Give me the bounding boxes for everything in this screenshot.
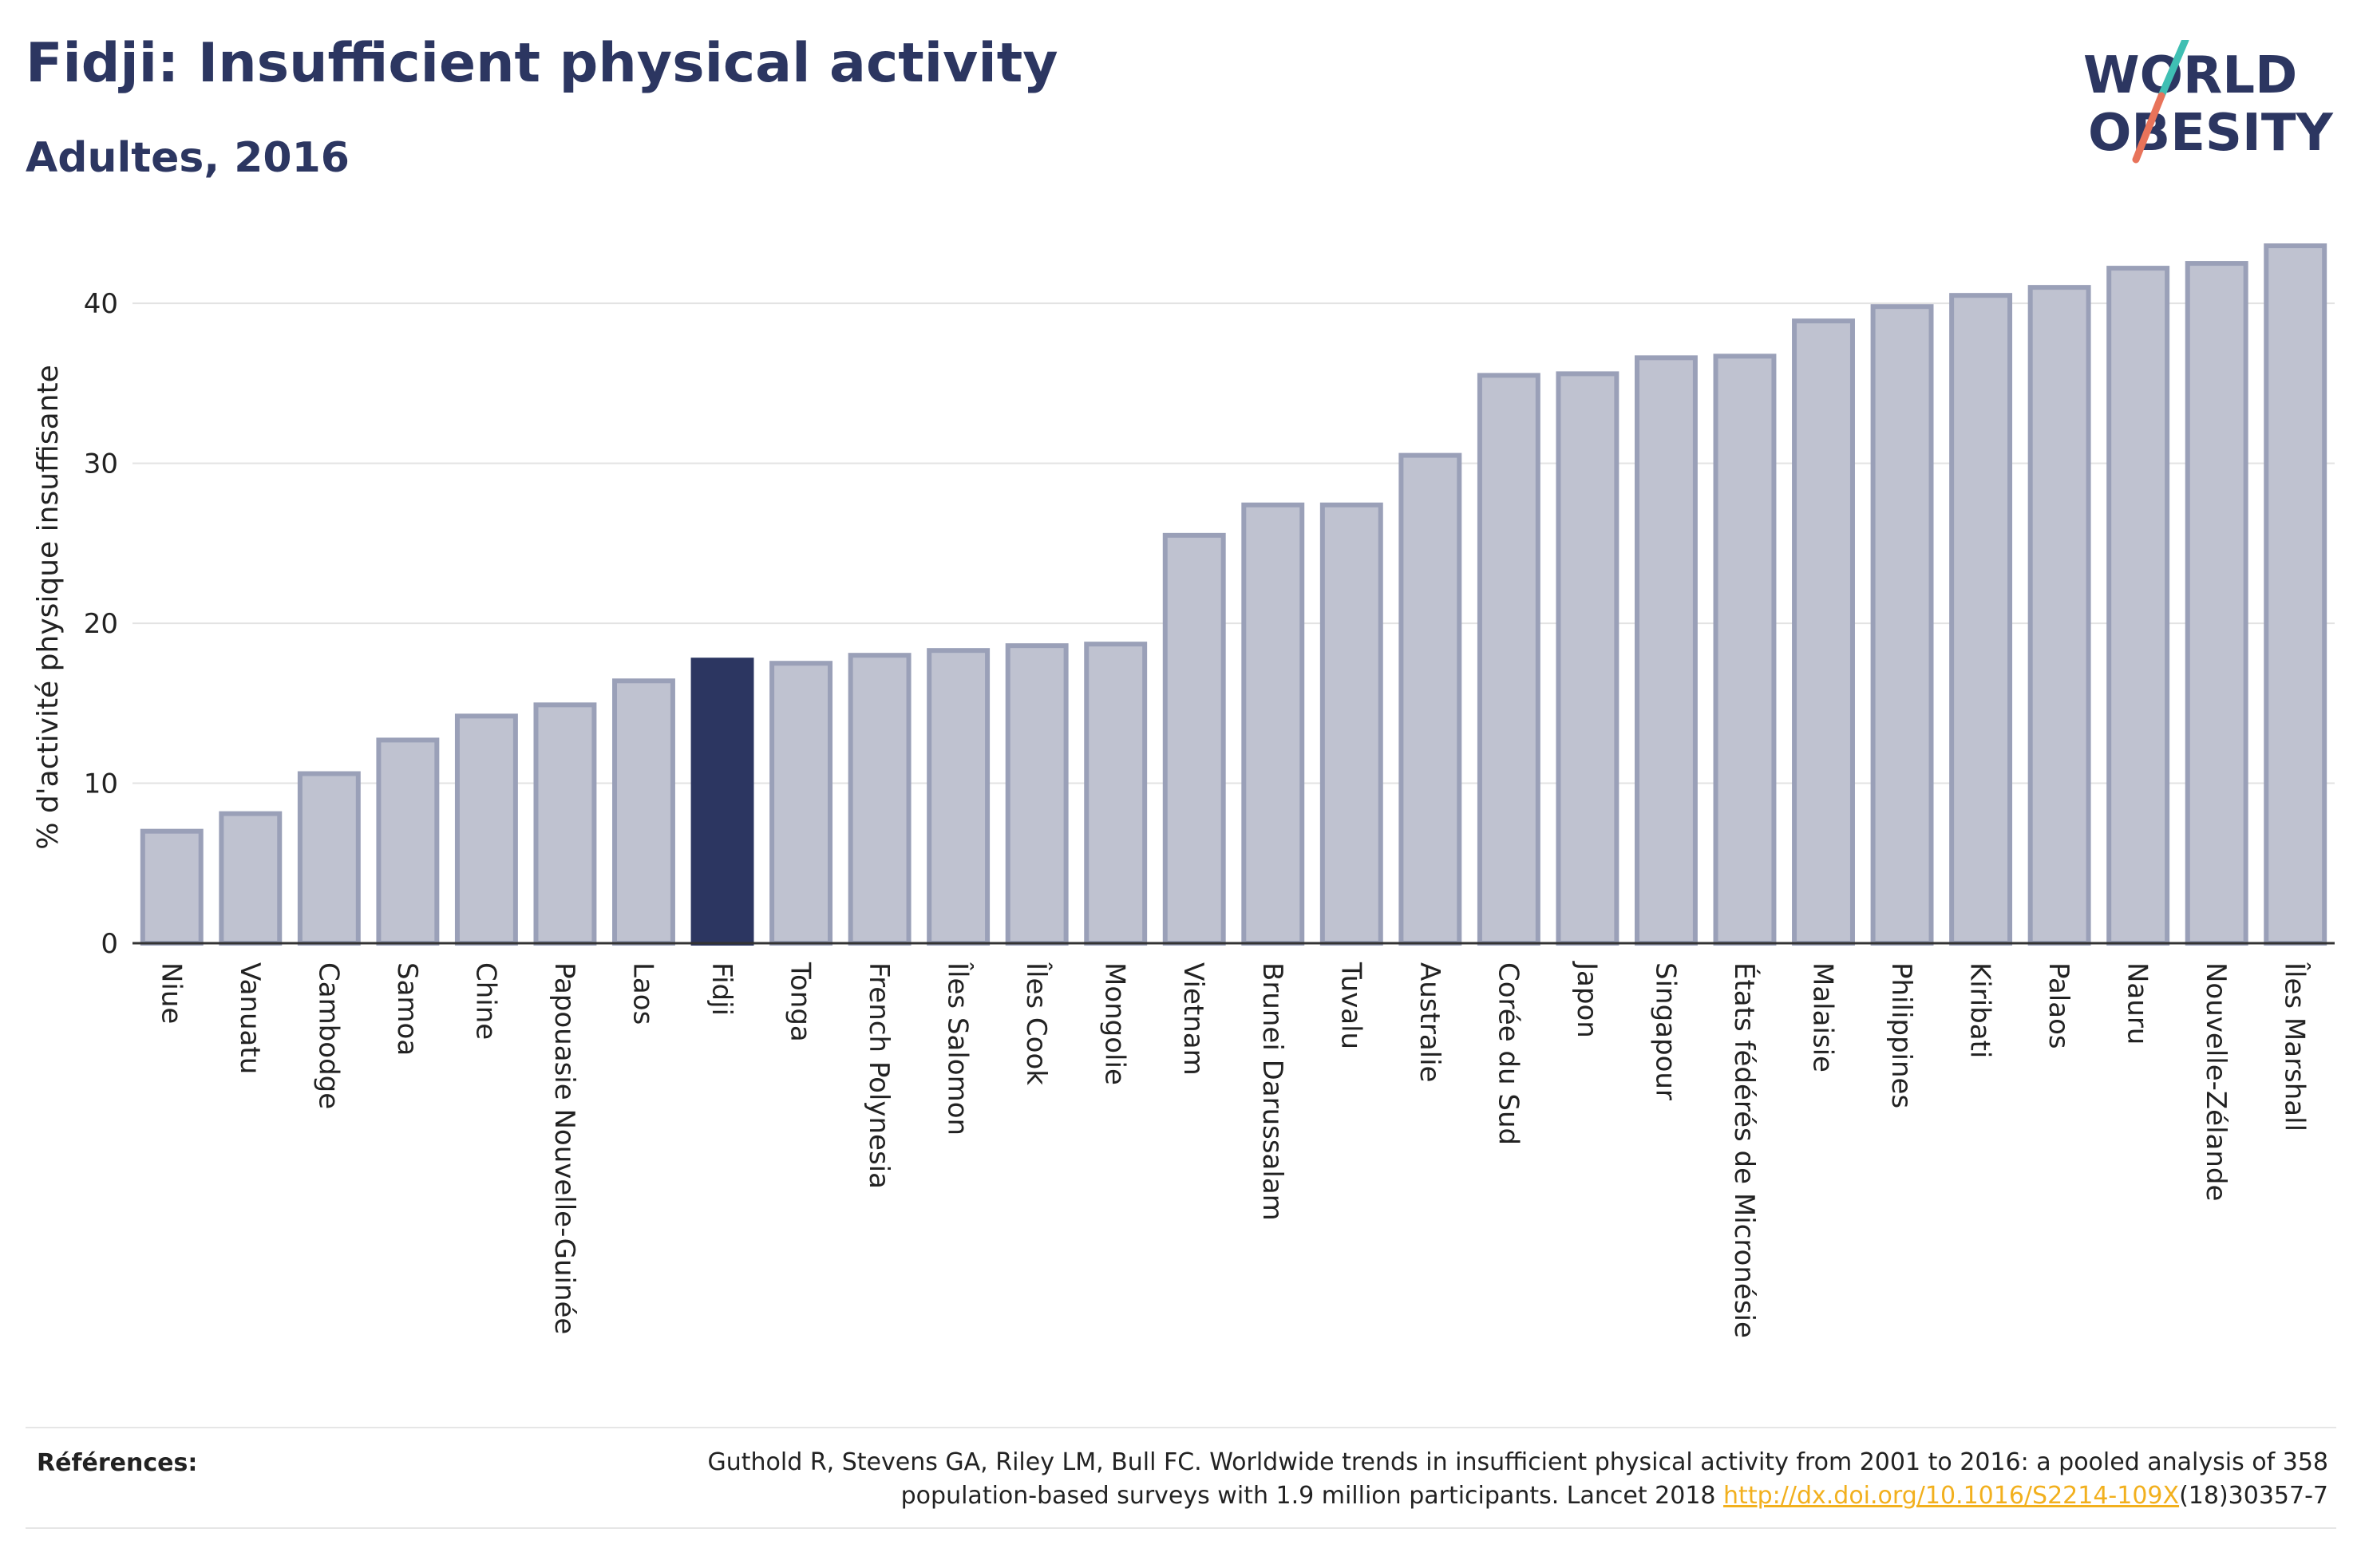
x-tick-label: Tuvalu [1335,962,1366,1049]
bar-chine [454,713,518,946]
y-tick-label: 10 [84,768,118,800]
bar-tuvalu [1319,502,1383,946]
bar-nouvelle-z-lande [2185,261,2248,946]
bar--les-marshall [2264,243,2327,946]
x-tick-label: Laos [627,962,658,1025]
bar-kiribati [1949,293,2013,946]
logo-word-obesity: OBESITY [2088,104,2333,163]
references-section: Références: Guthold R, Stevens GA, Riley… [26,1427,2336,1529]
bar-nauru [2106,266,2170,946]
references-text: Guthold R, Stevens GA, Riley LM, Bull FC… [492,1446,2328,1513]
logo-word-world: WORLD [2083,46,2297,105]
y-tick-label: 40 [84,288,118,320]
bar-vietnam [1162,532,1226,946]
bar-niue [140,828,204,946]
x-tick-label: Palaos [2043,962,2074,1049]
references-label: Références: [37,1449,198,1477]
x-tick-label: Japon [1571,961,1603,1038]
bar--les-cook [1005,643,1069,946]
bar-cor-e-du-sud [1477,373,1540,946]
reference-line-2: population-based surveys with 1.9 millio… [900,1482,1724,1510]
bar-chart: Niue Vanuatu Cambodge Samoa Chine Papouasie N… [32,243,2335,1338]
logo-slash-coral [2132,92,2165,164]
x-tick-label: Samoa [391,962,423,1056]
x-tick-label: French Polynesia [863,962,895,1189]
chart-subtitle: Adultes, 2016 [26,134,350,182]
bar--tats-f-d-r-s-de-micron-sie [1713,353,1777,946]
y-tick-labels: 0 10 20 30 40 [84,288,118,960]
x-tick-label: Philippines [1885,962,1917,1108]
bar-cambodge [297,771,361,946]
bar--les-salomon [927,648,991,946]
bar-samoa [376,737,440,946]
bar-japon [1556,371,1619,946]
x-tick-label: Singapour [1649,962,1681,1100]
bar-french-polynesia [848,653,912,946]
x-tick-label: Cambodge [312,962,344,1109]
x-tick-label: États fédérés de Micronésie [1728,962,1761,1338]
reference-line-2-end: (18)30357-7 [2179,1482,2328,1510]
x-tick-label: Australie [1414,962,1445,1082]
bars [140,243,2327,946]
x-tick-label: Brunei Darussalam [1256,962,1288,1221]
bar-palaos [2027,285,2091,946]
x-tick-label: Fidji [706,962,738,1016]
y-tick-label: 20 [84,608,118,640]
chart-title: Fidji: Insufficient physical activity [26,32,1058,95]
x-tick-label: Vietnam [1177,962,1209,1076]
logo-slash-teal [2157,40,2189,100]
x-tick-label: Mongolie [1099,962,1131,1085]
x-tick-label: Niue [155,962,187,1024]
bar-laos [612,678,675,946]
reference-line-1: Guthold R, Stevens GA, Riley LM, Bull FC… [707,1448,2328,1476]
bar-philippines [1870,304,1934,946]
x-tick-label: Corée du Sud [1492,962,1524,1145]
x-tick-label: Kiribati [1964,962,1996,1058]
bar-vanuatu [219,811,283,946]
bar-malaisie [1792,318,1855,946]
x-tick-label: Malaisie [1807,962,1839,1072]
bar-fidji [690,658,754,946]
world-obesity-logo: WORLD OBESITY [2083,40,2333,164]
bar-singapour [1634,355,1698,946]
bar-papouasie-nouvelle-guin-e [533,702,597,946]
x-tick-label: Îles Marshall [2279,962,2312,1132]
bar-mongolie [1084,642,1148,946]
x-tick-label: Nauru [2122,962,2153,1045]
x-tick-label: Papouasie Nouvelle-Guinée [548,962,580,1334]
x-tick-label: Chine [469,962,501,1040]
y-tick-label: 30 [84,448,118,480]
bar-tonga [769,661,833,946]
bar-australie [1398,452,1462,946]
doi-link[interactable]: http://dx.doi.org/10.1016/S2214-109X [1723,1482,2180,1510]
y-tick-label: 0 [101,928,118,960]
x-tick-labels: Niue Vanuatu Cambodge Samoa Chine Papouasie N… [155,961,2311,1338]
x-tick-label: Nouvelle-Zélande [2200,962,2232,1201]
x-tick-label: Îles Cook [1020,962,1053,1085]
bar-brunei-darussalam [1241,502,1305,946]
x-tick-label: Vanuatu [234,962,266,1074]
x-tick-label: Tonga [785,962,817,1042]
y-axis-label: % d'activité physique insuffisante [32,365,65,849]
x-tick-label: Îles Salomon [942,962,975,1136]
